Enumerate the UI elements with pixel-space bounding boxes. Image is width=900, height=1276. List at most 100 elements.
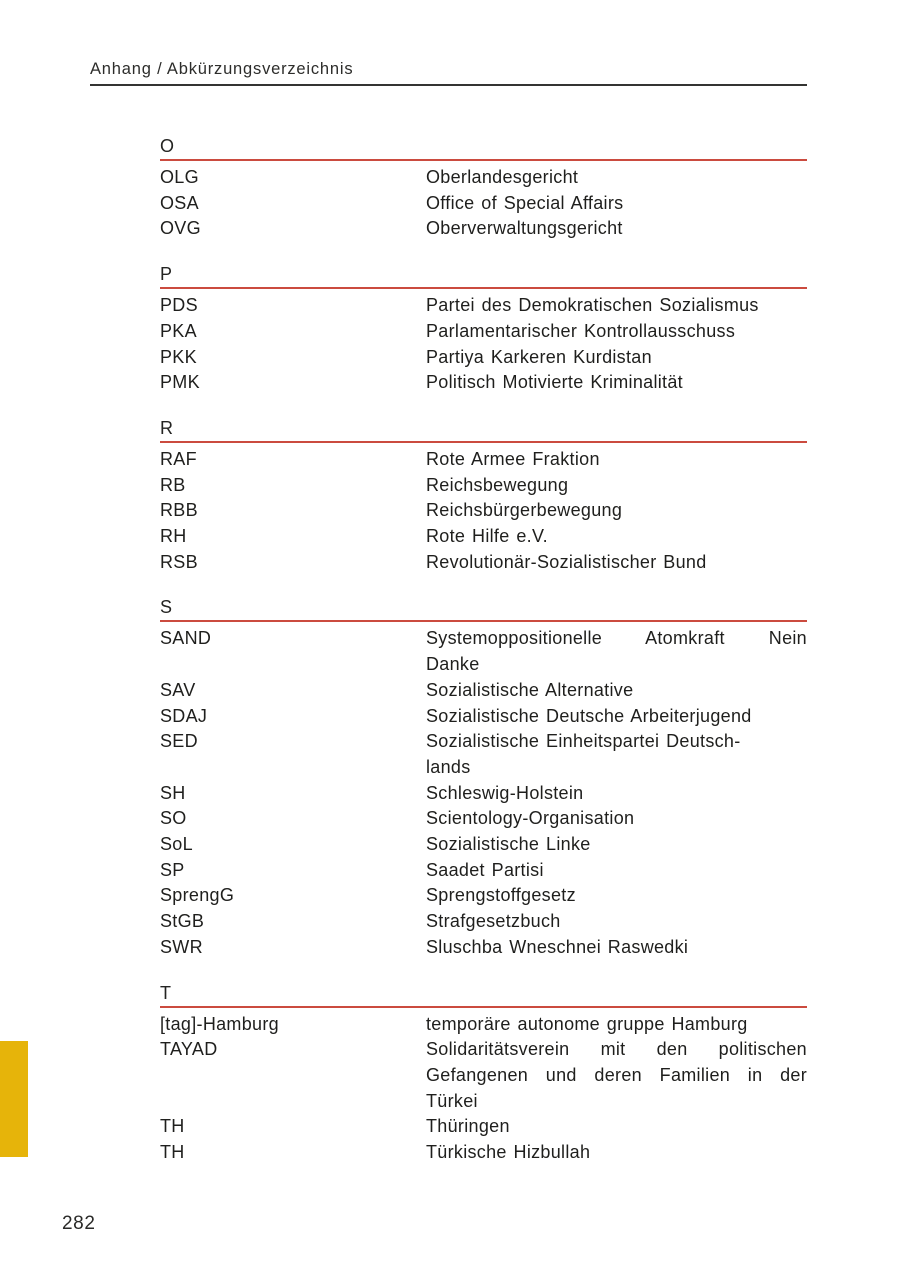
definition-line: Solidaritätsverein mit den politischen: [426, 1039, 807, 1060]
definition-line: Partei des Demokratischen Sozialismus: [426, 295, 759, 316]
abbreviation-definition: Solidaritätsverein mit den politischen Ge…: [426, 1037, 807, 1114]
abbreviation-section: R RAF Rote Armee Fraktion RB Reichsbeweg…: [160, 418, 807, 576]
abbreviation-term: OVG: [160, 218, 201, 239]
definition-line: Parlamentarischer Kontrollausschuss: [426, 320, 736, 341]
abbreviation-term: PDS: [160, 295, 198, 316]
header-rule: [90, 84, 807, 86]
abbreviation-row: SO Scientology-Organisation: [160, 806, 807, 832]
abbreviation-row: OSA Office of Special Affairs: [160, 191, 807, 217]
abbreviation-section: P PDS Partei des Demokratischen Sozialis…: [160, 264, 807, 396]
section-letter: T: [160, 983, 807, 1008]
definition-line: Sprengstoffgesetz: [426, 885, 576, 906]
abbreviation-term: SAND: [160, 628, 212, 649]
abbreviation-definition: Partiya Karkeren Kurdistan: [426, 345, 807, 371]
abbreviation-section: O OLG Oberlandesgericht OSA Office of Sp…: [160, 136, 807, 242]
abbreviation-definition: Systemoppositionelle Atomkraft Nein Danke: [426, 626, 807, 677]
abbreviation-definition: Sozialistische Alternative: [426, 678, 807, 704]
abbreviation-definition: Reichsbürgerbewegung: [426, 498, 807, 524]
definition-line: temporäre autonome gruppe Hamburg: [426, 1013, 748, 1034]
abbreviation-row: SDAJ Sozialistische Deutsche Arbeiterjug…: [160, 704, 807, 730]
abbreviation-definition: Reichsbewegung: [426, 473, 807, 499]
abbreviation-term: SH: [160, 782, 186, 803]
abbreviation-row: RH Rote Hilfe e.V.: [160, 524, 807, 550]
abbreviation-term: RB: [160, 474, 186, 495]
abbreviation-term: RBB: [160, 500, 198, 521]
section-rows: SAND Systemoppositionelle Atomkraft Nein…: [160, 626, 807, 960]
definition-line: Schleswig-Holstein: [426, 782, 584, 803]
abbreviation-definition: Scientology-Organisation: [426, 806, 807, 832]
definition-line: Scientology-Organisation: [426, 808, 635, 829]
abbreviation-term: PMK: [160, 372, 200, 393]
definition-line: Reichsbewegung: [426, 474, 569, 495]
abbreviation-definition: Türkische Hizbullah: [426, 1140, 807, 1166]
abbreviation-term: OSA: [160, 192, 199, 213]
abbreviation-definition: Sozialistische Linke: [426, 832, 807, 858]
abbreviation-row: OVG Oberverwaltungsgericht: [160, 216, 807, 242]
definition-line: Sozialistische Deutsche Arbeiterjugend: [426, 705, 752, 726]
abbreviation-definition: Thüringen: [426, 1114, 807, 1140]
definition-line: Rote Armee Fraktion: [426, 448, 600, 469]
abbreviation-row: SprengG Sprengstoffgesetz: [160, 883, 807, 909]
abbreviation-row: SH Schleswig-Holstein: [160, 781, 807, 807]
margin-marker-block: [0, 1041, 28, 1157]
abbreviation-term: PKA: [160, 320, 197, 341]
definition-line: Strafgesetzbuch: [426, 911, 561, 932]
abbreviation-term: SDAJ: [160, 705, 208, 726]
definition-line: Oberverwaltungsgericht: [426, 218, 623, 239]
abbreviation-row: PKK Partiya Karkeren Kurdistan: [160, 345, 807, 371]
abbreviation-row: SAND Systemoppositionelle Atomkraft Nein…: [160, 626, 807, 677]
abbreviation-section: T [tag]-Hamburg temporäre autonome grupp…: [160, 983, 807, 1166]
abbreviation-row: SP Saadet Partisi: [160, 858, 807, 884]
abbreviation-term: SAV: [160, 679, 196, 700]
abbreviation-term: RSB: [160, 551, 198, 572]
abbreviation-row: PDS Partei des Demokratischen Sozialismu…: [160, 293, 807, 319]
section-rows: [tag]-Hamburg temporäre autonome gruppe …: [160, 1012, 807, 1166]
abbreviation-row: TH Türkische Hizbullah: [160, 1140, 807, 1166]
abbreviation-definition: Sozialistische Einheitspartei Deutsch-la…: [426, 729, 807, 780]
definition-line: Gefangenen und deren Familien in der: [426, 1064, 807, 1085]
abbreviation-term: [tag]-Hamburg: [160, 1013, 279, 1034]
section-rows: RAF Rote Armee Fraktion RB Reichsbewegun…: [160, 447, 807, 576]
definition-line: Danke: [426, 654, 480, 675]
section-letter: P: [160, 264, 807, 290]
abbreviation-row: PKA Parlamentarischer Kontrollausschuss: [160, 319, 807, 345]
definition-line: Politisch Motivierte Kriminalität: [426, 372, 683, 393]
abbreviation-definition: Politisch Motivierte Kriminalität: [426, 370, 807, 396]
abbreviation-row: SED Sozialistische Einheitspartei Deutsc…: [160, 729, 807, 780]
abbreviation-definition: Office of Special Affairs: [426, 191, 807, 217]
definition-line: Türkische Hizbullah: [426, 1142, 591, 1163]
abbreviation-row: TH Thüringen: [160, 1114, 807, 1140]
section-rows: PDS Partei des Demokratischen Sozialismu…: [160, 293, 807, 396]
abbreviation-term: SWR: [160, 936, 203, 957]
abbreviation-term: TH: [160, 1142, 185, 1163]
abbreviation-row: RSB Revolutionär-Sozialistischer Bund: [160, 550, 807, 576]
section-letter: S: [160, 597, 807, 623]
abbreviation-definition: Rote Armee Fraktion: [426, 447, 807, 473]
abbreviation-definition: Sozialistische Deutsche Arbeiterjugend: [426, 704, 807, 730]
section-letter: O: [160, 136, 807, 161]
abbreviation-term: TH: [160, 1116, 185, 1137]
definition-line: Türkei: [426, 1090, 478, 1111]
definition-line: Revolutionär-Sozialistischer Bund: [426, 551, 707, 572]
abbreviation-definition: Strafgesetzbuch: [426, 909, 807, 935]
abbreviation-term: TAYAD: [160, 1039, 218, 1060]
abbreviation-row: OLG Oberlandesgericht: [160, 165, 807, 191]
abbreviation-definition: Revolutionär-Sozialistischer Bund: [426, 550, 807, 576]
abbreviation-definition: Schleswig-Holstein: [426, 781, 807, 807]
definition-line: Office of Special Affairs: [426, 192, 624, 213]
abbreviation-term: RH: [160, 526, 187, 547]
abbreviation-row: TAYAD Solidaritätsverein mit den politis…: [160, 1037, 807, 1114]
abbreviation-row: RAF Rote Armee Fraktion: [160, 447, 807, 473]
abbreviation-definition: temporäre autonome gruppe Hamburg: [426, 1012, 807, 1038]
page-number: 282: [62, 1213, 96, 1234]
page-header-title: Anhang / Abkürzungsverzeichnis: [90, 60, 354, 78]
abbreviation-row: [tag]-Hamburg temporäre autonome gruppe …: [160, 1012, 807, 1038]
abbreviation-definition: Rote Hilfe e.V.: [426, 524, 807, 550]
definition-line: Partiya Karkeren Kurdistan: [426, 346, 652, 367]
definition-line: Rote Hilfe e.V.: [426, 526, 548, 547]
abbreviation-definition: Sprengstoffgesetz: [426, 883, 807, 909]
abbreviation-row: SoL Sozialistische Linke: [160, 832, 807, 858]
abbreviation-row: SAV Sozialistische Alternative: [160, 678, 807, 704]
abbreviation-term: StGB: [160, 911, 205, 932]
abbreviation-definition: Parlamentarischer Kontrollausschuss: [426, 319, 807, 345]
